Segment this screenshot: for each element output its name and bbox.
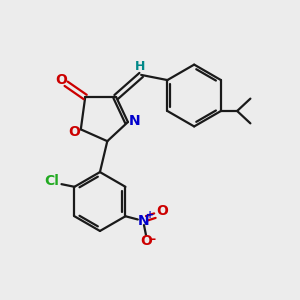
Text: +: + <box>146 210 154 220</box>
Text: O: O <box>55 73 67 87</box>
Text: O: O <box>68 125 80 139</box>
Text: H: H <box>134 60 145 73</box>
Text: Cl: Cl <box>44 174 59 188</box>
Text: N: N <box>129 114 140 128</box>
Text: N: N <box>137 214 149 228</box>
Text: -: - <box>150 233 155 246</box>
Text: O: O <box>140 234 152 248</box>
Text: O: O <box>156 204 168 218</box>
